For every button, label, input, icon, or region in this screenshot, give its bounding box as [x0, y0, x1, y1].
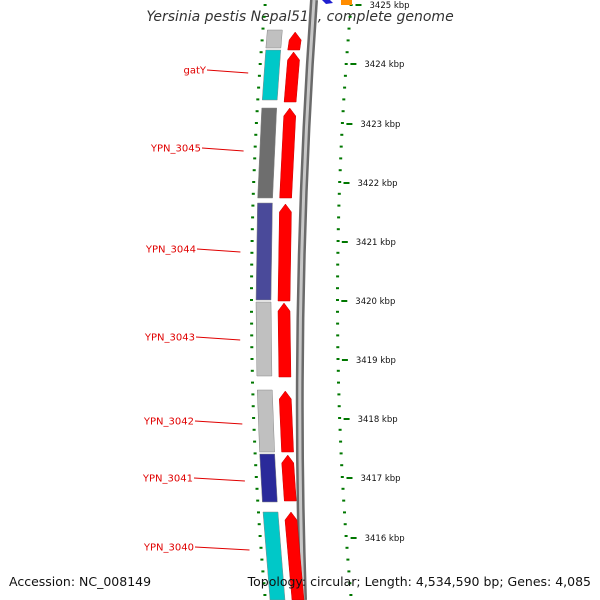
label-leader-lines — [193, 69, 250, 551]
forward-gene-arrow — [277, 203, 292, 302]
forward-gene-arrow — [279, 390, 294, 453]
forward-strand-track — [277, 31, 305, 600]
gene-leader-line — [196, 248, 241, 253]
cog-feature-block — [265, 29, 283, 49]
gene-label: YPN_3045 — [150, 144, 201, 155]
gene-leader-line — [193, 477, 245, 482]
gene-label-group: gatY YPN_3045 YPN_3044 YPN_3043 YPN_3042 YPN_… — [142, 66, 207, 554]
kbp-major-tick — [346, 477, 353, 479]
gene-leader-line — [195, 336, 241, 341]
forward-gene-arrow — [279, 107, 296, 199]
kbp-major-tick — [350, 63, 357, 65]
cog-feature-block — [257, 107, 277, 199]
kbp-label: 3424 kbp — [364, 60, 404, 70]
gene-label: gatY — [183, 66, 206, 77]
forward-gene-arrow — [283, 51, 300, 103]
top-partial-features — [322, 0, 352, 5]
partial-orange-feature — [341, 0, 352, 5]
kbp-label: 3419 kbp — [356, 356, 396, 366]
forward-gene-arrow — [277, 302, 292, 378]
tick-marks — [250, 4, 353, 596]
kbp-major-tick — [350, 537, 357, 539]
gene-label: YPN_3041 — [142, 474, 193, 485]
kbp-major-tick — [355, 4, 362, 6]
kbp-label-group: 3425 kbp 3424 kbp 3423 kbp 3422 kbp 3421 kbp… — [341, 1, 410, 544]
cog-feature-block — [259, 453, 278, 503]
gene-label: YPN_3040 — [143, 543, 194, 554]
kbp-major-tick — [341, 241, 348, 243]
cog-feature-track — [255, 29, 286, 600]
gene-leader-line — [206, 69, 249, 74]
cog-feature-block — [261, 49, 281, 101]
gene-label: YPN_3042 — [143, 417, 194, 428]
kbp-label: 3423 kbp — [360, 120, 400, 130]
kbp-label: 3421 kbp — [356, 238, 396, 248]
forward-gene-arrow — [287, 31, 302, 51]
kbp-major-tick — [343, 418, 350, 420]
accession-text: Accession: NC_008149 — [9, 574, 152, 589]
kbp-label: 3420 kbp — [355, 297, 395, 307]
gene-leader-line — [201, 147, 244, 152]
cog-feature-block — [262, 511, 286, 600]
gene-label: YPN_3043 — [144, 333, 195, 344]
cog-feature-block — [257, 389, 275, 453]
kbp-label: 3418 kbp — [358, 415, 398, 425]
kbp-label: 3422 kbp — [358, 179, 398, 189]
kbp-label: 3417 kbp — [361, 474, 401, 484]
cog-feature-block — [255, 301, 273, 377]
genome-backbone — [295, 0, 318, 600]
gene-label: YPN_3044 — [145, 245, 196, 256]
kbp-label: 3416 kbp — [365, 534, 405, 544]
kbp-major-tick — [341, 300, 348, 302]
forward-gene-arrow — [284, 511, 305, 600]
genome-title: Yersinia pestis Nepal516, complete genom… — [146, 9, 454, 25]
partial-blue-feature — [322, 0, 333, 4]
gene-leader-line — [194, 420, 243, 425]
kbp-major-tick — [346, 123, 353, 125]
kbp-major-tick — [343, 182, 350, 184]
kbp-label: 3425 kbp — [370, 1, 410, 11]
kbp-major-tick — [341, 359, 348, 361]
cog-feature-block — [255, 202, 273, 301]
gene-leader-line — [194, 546, 250, 551]
topology-text: Topology: circular; Length: 4,534,590 bp… — [247, 574, 591, 589]
forward-gene-arrow — [281, 454, 297, 502]
